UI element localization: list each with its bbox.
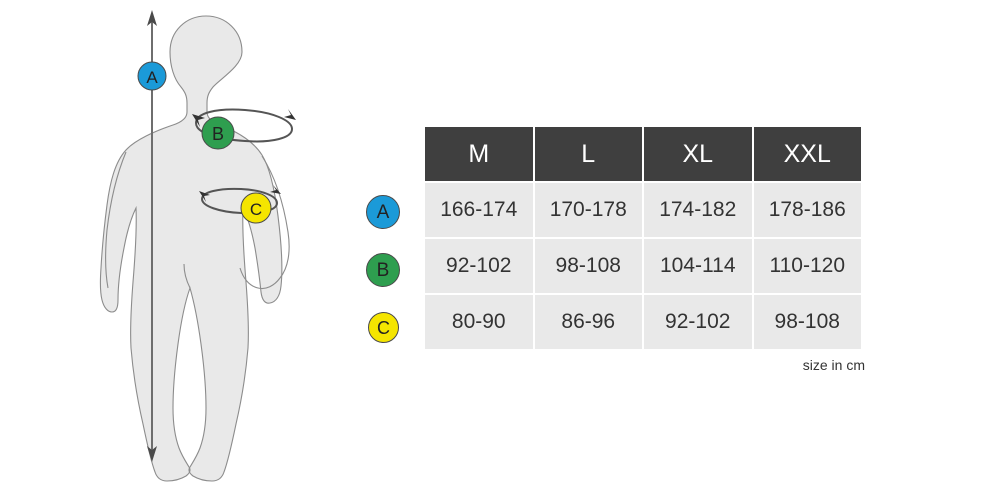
column-header-l: L	[534, 127, 642, 181]
cell-a-l: 170-178	[534, 183, 642, 237]
column-header-m: M	[425, 127, 533, 181]
legend-badge-a-label: A	[376, 201, 390, 223]
cell-c-xxl: 98-108	[753, 295, 861, 349]
height-arrow-head-bottom	[147, 446, 157, 462]
cell-a-xl: 174-182	[644, 183, 752, 237]
waist-measure-guide	[199, 185, 281, 215]
cell-b-l: 98-108	[534, 239, 642, 293]
legend-badge-b-label: B	[376, 259, 390, 281]
right-arm-contour	[239, 155, 290, 290]
column-header-xxl: XXL	[753, 127, 861, 181]
size-table-container: M L XL XXL 166-174 170-178 174-182 178-1…	[425, 127, 865, 349]
waist-arrow-head-left	[199, 191, 210, 202]
legend-badge-c-label: C	[377, 317, 390, 338]
legend-badge-a: A	[366, 195, 400, 229]
chest-arrow-head-right	[284, 109, 296, 120]
size-table: M L XL XXL 166-174 170-178 174-182 178-1…	[423, 125, 863, 351]
marker-b-label: B	[212, 124, 224, 144]
body-illustration-panel: A B C	[0, 0, 340, 500]
body-outline	[99, 15, 283, 482]
figure-marker-a: A	[137, 61, 167, 91]
table-row-c: 80-90 86-96 92-102 98-108	[425, 295, 861, 349]
left-arm-contour	[105, 151, 127, 289]
column-header-xl: XL	[644, 127, 752, 181]
marker-a-label: A	[146, 68, 158, 87]
cell-a-m: 166-174	[425, 183, 533, 237]
cell-a-xxl: 178-186	[753, 183, 861, 237]
cell-b-m: 92-102	[425, 239, 533, 293]
marker-c-circle	[240, 192, 272, 224]
figure-marker-c: C	[240, 192, 272, 224]
waist-ellipse	[200, 187, 279, 215]
cell-b-xl: 104-114	[644, 239, 752, 293]
marker-a-circle	[137, 61, 167, 91]
table-caption: size in cm	[802, 357, 865, 373]
size-table-head: M L XL XXL	[425, 127, 861, 181]
cell-c-m: 80-90	[425, 295, 533, 349]
body-silhouette	[99, 15, 290, 482]
cell-c-l: 86-96	[534, 295, 642, 349]
figure-marker-b: B	[201, 116, 235, 150]
legend-badge-c: C	[368, 312, 399, 343]
body-figure-svg: A B C	[99, 10, 296, 482]
marker-b-circle	[201, 116, 235, 150]
waist-arrow-head-right	[270, 185, 281, 194]
table-row-a: 166-174 170-178 174-182 178-186	[425, 183, 861, 237]
height-arrow-head-top	[147, 10, 157, 26]
size-table-header-row: M L XL XXL	[425, 127, 861, 181]
legend-badge-b: B	[366, 253, 400, 287]
size-table-body: 166-174 170-178 174-182 178-186 92-102 9…	[425, 183, 861, 349]
table-row-b: 92-102 98-108 104-114 110-120	[425, 239, 861, 293]
marker-c-label: C	[250, 200, 262, 219]
cell-b-xxl: 110-120	[753, 239, 861, 293]
crotch-line	[183, 263, 191, 289]
height-measure-guide	[147, 10, 157, 462]
chest-arrow-head-left	[192, 114, 205, 127]
cell-c-xl: 92-102	[644, 295, 752, 349]
legend-badge-column: A B C	[366, 127, 416, 351]
